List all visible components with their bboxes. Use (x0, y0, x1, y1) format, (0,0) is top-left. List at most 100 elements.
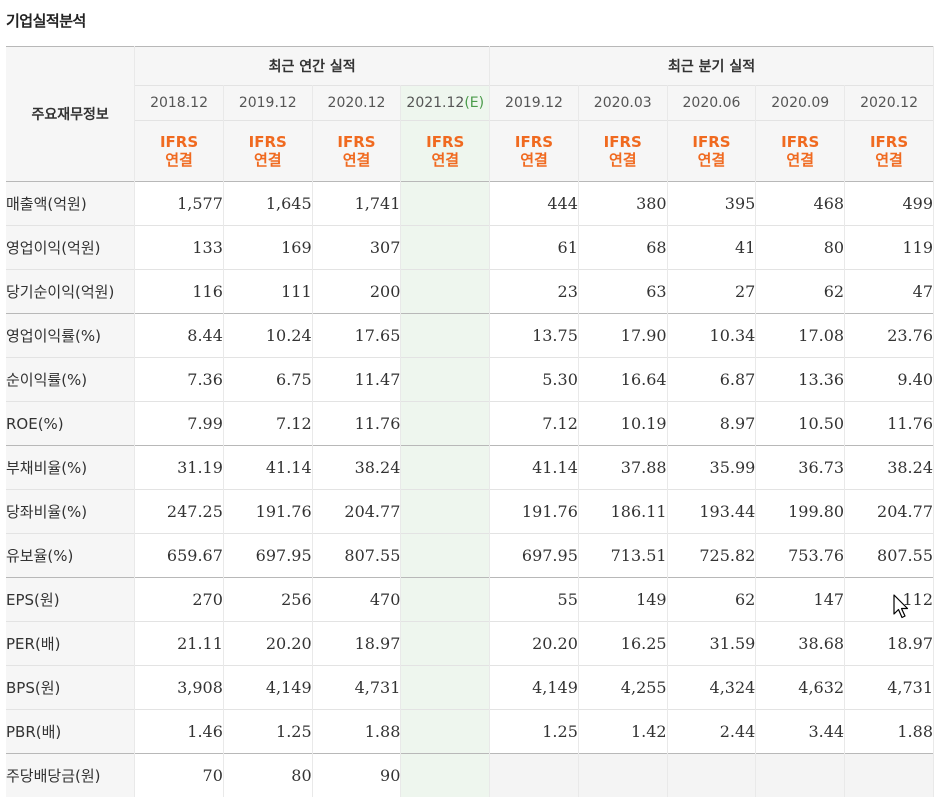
row-label: 영업이익률(%) (6, 314, 135, 358)
annual-value-cell: 10.24 (223, 314, 312, 358)
quarter-value-cell: 61 (490, 226, 579, 270)
annual-value-cell: 470 (312, 578, 401, 622)
page-title: 기업실적분석 (6, 10, 86, 31)
annual-value-cell: 4,149 (223, 666, 312, 710)
quarter-value-cell: 191.76 (490, 490, 579, 534)
annual-value-cell: 1,577 (135, 182, 224, 226)
annual-value-cell: 1.88 (312, 710, 401, 754)
quarter-value-cell: 186.11 (578, 490, 667, 534)
row-label: 순이익률(%) (6, 358, 135, 402)
annual-value-cell: 6.75 (223, 358, 312, 402)
annual-value-cell: 80 (223, 754, 312, 797)
estimate-value-cell (401, 622, 490, 666)
quarter-value-cell: 468 (756, 182, 845, 226)
quarter-value-cell: 2.44 (667, 710, 756, 754)
quarter-value-cell: 38.68 (756, 622, 845, 666)
quarter-value-cell: 36.73 (756, 446, 845, 490)
quarter-value-cell: 13.36 (756, 358, 845, 402)
quarter-value-cell: 47 (845, 270, 934, 314)
annual-value-cell: 7.36 (135, 358, 224, 402)
annual-value-cell: 256 (223, 578, 312, 622)
estimate-value-cell (401, 182, 490, 226)
quarter-value-cell: 149 (578, 578, 667, 622)
ifrs-text: IFRS (756, 133, 844, 151)
ifrs-text: IFRS (313, 133, 401, 151)
annual-value-cell: 247.25 (135, 490, 224, 534)
quarter-value-cell (845, 754, 934, 797)
quarter-value-cell: 27 (667, 270, 756, 314)
estimate-value-cell (401, 578, 490, 622)
period-header: 2018.12 (135, 86, 224, 121)
estimate-value-cell (401, 446, 490, 490)
annual-value-cell: 17.65 (312, 314, 401, 358)
consolidated-text: 연결 (135, 151, 223, 169)
quarter-value-cell: 8.97 (667, 402, 756, 446)
quarter-value-cell: 68 (578, 226, 667, 270)
estimate-period-header: 2021.12(E) (401, 86, 490, 121)
quarter-value-cell: 16.25 (578, 622, 667, 666)
ifrs-text: IFRS (401, 133, 489, 151)
period-header: 2020.09 (756, 86, 845, 121)
row-label: 주당배당금(원) (6, 754, 135, 797)
period-header: 2020.06 (667, 86, 756, 121)
quarter-value-cell: 35.99 (667, 446, 756, 490)
quarter-value-cell: 31.59 (667, 622, 756, 666)
ifrs-text: IFRS (579, 133, 667, 151)
annual-value-cell: 307 (312, 226, 401, 270)
quarter-value-cell: 204.77 (845, 490, 934, 534)
period-header: 2020.12 (845, 86, 934, 121)
row-label: ROE(%) (6, 402, 135, 446)
row-label: PER(배) (6, 622, 135, 666)
annual-value-cell: 20.20 (223, 622, 312, 666)
row-label: 영업이익(억원) (6, 226, 135, 270)
annual-value-cell: 8.44 (135, 314, 224, 358)
consolidated-text: 연결 (401, 151, 489, 169)
consolidated-text: 연결 (490, 151, 578, 169)
quarter-value-cell (490, 754, 579, 797)
quarter-value-cell: 18.97 (845, 622, 934, 666)
annual-value-cell: 70 (135, 754, 224, 797)
row-label: 당좌비율(%) (6, 490, 135, 534)
ifrs-text: IFRS (490, 133, 578, 151)
row-label: 매출액(억원) (6, 182, 135, 226)
estimate-value-cell (401, 270, 490, 314)
quarter-value-cell: 1.42 (578, 710, 667, 754)
estimate-value-cell (401, 534, 490, 578)
estimate-value-cell (401, 710, 490, 754)
quarter-value-cell: 63 (578, 270, 667, 314)
annual-value-cell: 270 (135, 578, 224, 622)
quarter-value-cell: 13.75 (490, 314, 579, 358)
annual-value-cell: 31.19 (135, 446, 224, 490)
annual-value-cell: 169 (223, 226, 312, 270)
period-header: 2019.12 (490, 86, 579, 121)
period-header: 2019.12 (223, 86, 312, 121)
annual-value-cell: 1.46 (135, 710, 224, 754)
quarter-value-cell: 38.24 (845, 446, 934, 490)
annual-value-cell: 18.97 (312, 622, 401, 666)
quarter-value-cell: 41 (667, 226, 756, 270)
quarter-value-cell: 11.76 (845, 402, 934, 446)
quarter-value-cell: 10.19 (578, 402, 667, 446)
quarter-value-cell: 713.51 (578, 534, 667, 578)
quarter-value-cell (756, 754, 845, 797)
ifrs-text: IFRS (135, 133, 223, 151)
quarter-value-cell: 41.14 (490, 446, 579, 490)
quarter-value-cell: 23.76 (845, 314, 934, 358)
estimate-value-cell (401, 754, 490, 797)
estimate-value-cell (401, 226, 490, 270)
row-label: EPS(원) (6, 578, 135, 622)
annual-value-cell: 11.76 (312, 402, 401, 446)
quarter-value-cell: 4,731 (845, 666, 934, 710)
annual-value-cell: 7.99 (135, 402, 224, 446)
annual-value-cell: 659.67 (135, 534, 224, 578)
annual-value-cell: 204.77 (312, 490, 401, 534)
